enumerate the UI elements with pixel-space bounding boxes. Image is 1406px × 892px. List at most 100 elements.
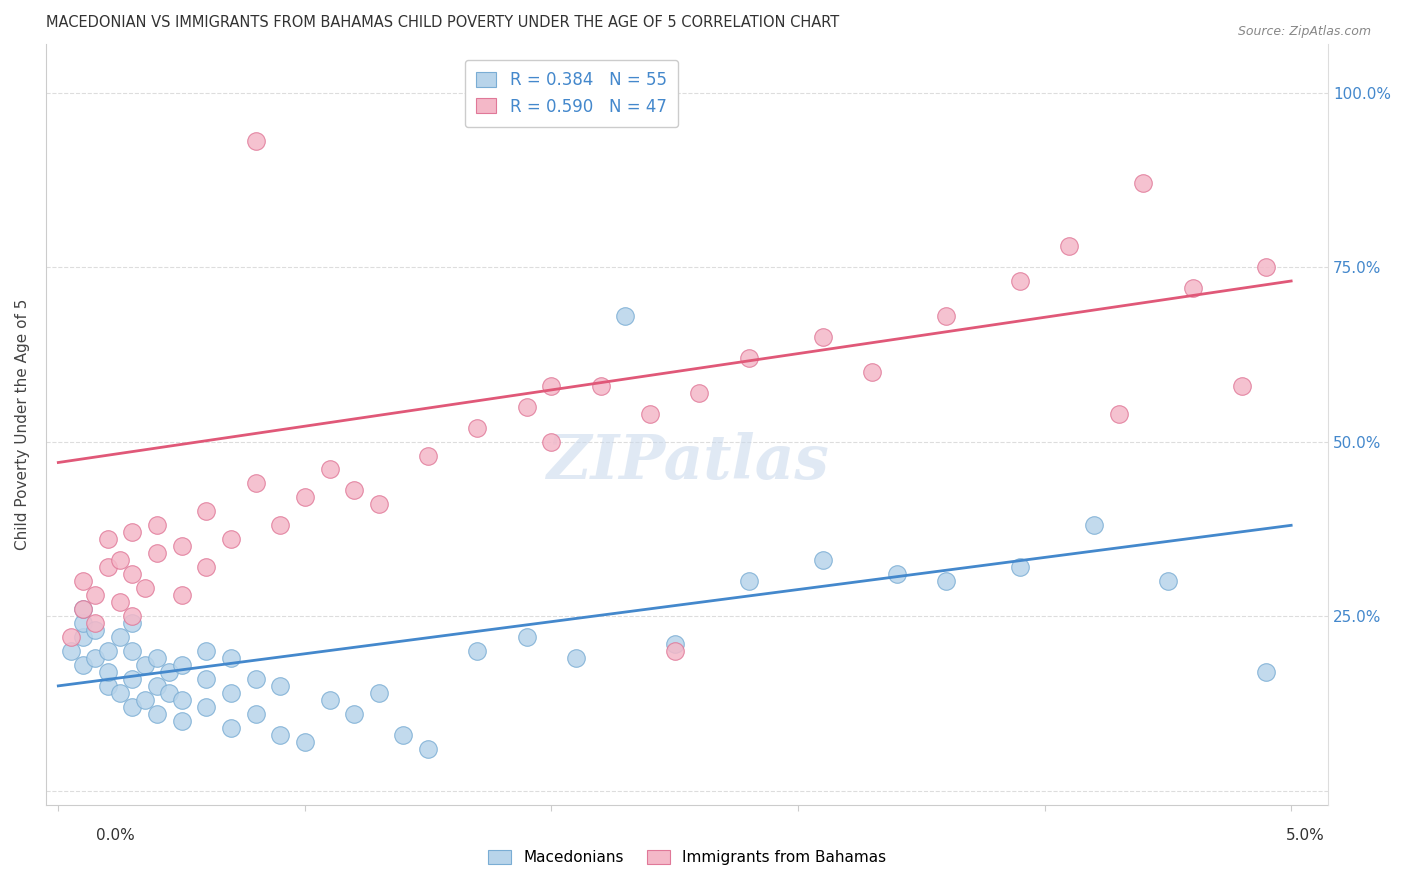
Point bbox=[146, 706, 169, 721]
Point bbox=[170, 693, 193, 707]
Point bbox=[1132, 176, 1154, 190]
Point bbox=[540, 434, 562, 449]
Point bbox=[589, 378, 612, 392]
Point bbox=[1008, 274, 1031, 288]
Point bbox=[121, 615, 143, 630]
Point bbox=[1008, 560, 1031, 574]
Y-axis label: Child Poverty Under the Age of 5: Child Poverty Under the Age of 5 bbox=[15, 299, 30, 549]
Point bbox=[157, 686, 180, 700]
Point bbox=[467, 420, 489, 434]
Point bbox=[1057, 239, 1080, 253]
Point bbox=[738, 351, 761, 365]
Point bbox=[1256, 260, 1278, 274]
Point bbox=[738, 574, 761, 589]
Point bbox=[84, 588, 107, 602]
Text: Source: ZipAtlas.com: Source: ZipAtlas.com bbox=[1237, 25, 1371, 38]
Point bbox=[565, 651, 588, 665]
Legend: R = 0.384   N = 55, R = 0.590   N = 47: R = 0.384 N = 55, R = 0.590 N = 47 bbox=[465, 60, 679, 128]
Point bbox=[418, 741, 440, 756]
Point bbox=[343, 483, 366, 498]
Point bbox=[72, 602, 94, 616]
Point bbox=[121, 609, 143, 624]
Point bbox=[614, 309, 637, 323]
Point bbox=[516, 630, 538, 644]
Point bbox=[134, 657, 156, 672]
Text: ZIPatlas: ZIPatlas bbox=[546, 432, 828, 492]
Point bbox=[245, 672, 267, 686]
Point bbox=[688, 385, 710, 400]
Point bbox=[170, 714, 193, 728]
Point bbox=[245, 135, 267, 149]
Point bbox=[72, 630, 94, 644]
Point bbox=[294, 491, 316, 505]
Point bbox=[72, 657, 94, 672]
Point bbox=[108, 630, 131, 644]
Point bbox=[540, 378, 562, 392]
Point bbox=[72, 574, 94, 589]
Point bbox=[294, 735, 316, 749]
Point bbox=[195, 644, 218, 658]
Point bbox=[860, 365, 883, 379]
Point bbox=[195, 560, 218, 574]
Point bbox=[219, 533, 242, 547]
Point bbox=[1181, 281, 1204, 295]
Point bbox=[108, 686, 131, 700]
Point bbox=[84, 651, 107, 665]
Point bbox=[516, 400, 538, 414]
Point bbox=[121, 672, 143, 686]
Point bbox=[97, 644, 120, 658]
Point bbox=[418, 449, 440, 463]
Point bbox=[157, 665, 180, 679]
Point bbox=[367, 497, 389, 511]
Point bbox=[195, 504, 218, 518]
Point bbox=[886, 567, 908, 582]
Point bbox=[84, 623, 107, 637]
Point bbox=[146, 651, 169, 665]
Point bbox=[935, 574, 957, 589]
Point bbox=[195, 672, 218, 686]
Point bbox=[59, 630, 82, 644]
Point bbox=[219, 721, 242, 735]
Point bbox=[1256, 665, 1278, 679]
Point bbox=[146, 518, 169, 533]
Point bbox=[146, 546, 169, 560]
Point bbox=[245, 476, 267, 491]
Point bbox=[121, 699, 143, 714]
Point bbox=[269, 728, 291, 742]
Point bbox=[59, 644, 82, 658]
Point bbox=[245, 706, 267, 721]
Point bbox=[97, 560, 120, 574]
Point bbox=[1083, 518, 1105, 533]
Point bbox=[343, 706, 366, 721]
Point bbox=[318, 462, 340, 476]
Point bbox=[97, 679, 120, 693]
Point bbox=[664, 637, 686, 651]
Point bbox=[219, 651, 242, 665]
Point bbox=[84, 615, 107, 630]
Point bbox=[392, 728, 415, 742]
Point bbox=[811, 330, 834, 344]
Point bbox=[935, 309, 957, 323]
Point bbox=[72, 615, 94, 630]
Point bbox=[97, 533, 120, 547]
Point bbox=[269, 518, 291, 533]
Point bbox=[367, 686, 389, 700]
Text: MACEDONIAN VS IMMIGRANTS FROM BAHAMAS CHILD POVERTY UNDER THE AGE OF 5 CORRELATI: MACEDONIAN VS IMMIGRANTS FROM BAHAMAS CH… bbox=[46, 15, 839, 30]
Point bbox=[146, 679, 169, 693]
Point bbox=[170, 539, 193, 553]
Point bbox=[121, 644, 143, 658]
Point bbox=[108, 595, 131, 609]
Point bbox=[638, 407, 661, 421]
Point bbox=[195, 699, 218, 714]
Point bbox=[97, 665, 120, 679]
Point bbox=[811, 553, 834, 567]
Point bbox=[170, 657, 193, 672]
Point bbox=[219, 686, 242, 700]
Point bbox=[269, 679, 291, 693]
Point bbox=[1230, 378, 1253, 392]
Point bbox=[1157, 574, 1180, 589]
Point bbox=[121, 567, 143, 582]
Point bbox=[121, 525, 143, 540]
Point bbox=[1108, 407, 1130, 421]
Point bbox=[134, 693, 156, 707]
